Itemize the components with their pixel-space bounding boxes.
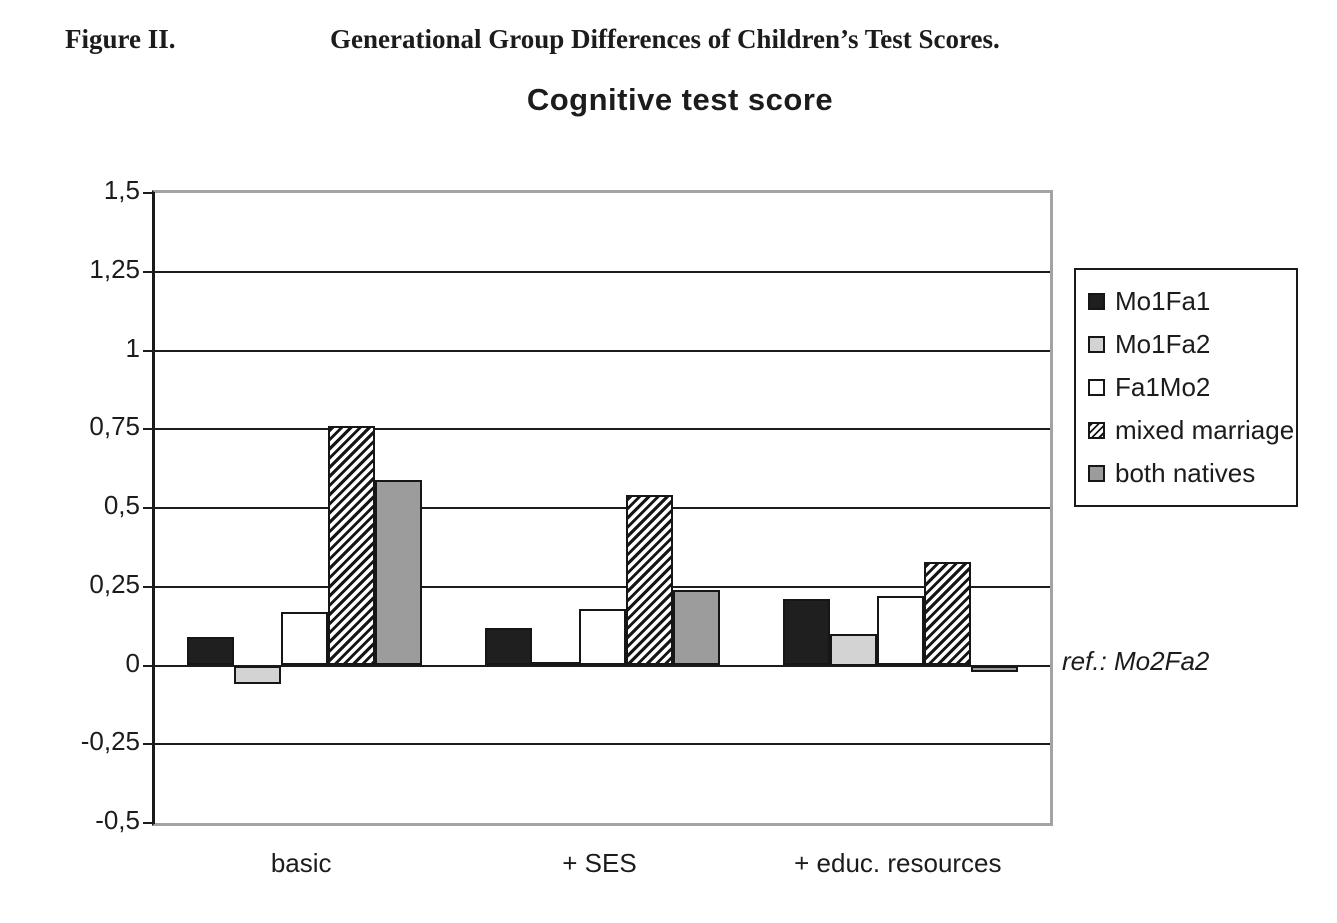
y-axis-tick [143,192,155,194]
gridline [155,270,1050,273]
bar-mixed-marriage-2 [924,561,972,666]
legend-swatch-light-gray [1088,336,1105,353]
y-tick-label: -0,25 [80,726,140,757]
legend-item-label: both natives [1115,458,1256,488]
gridline [155,349,1050,352]
y-tick-label: 1,5 [103,175,140,205]
bar-Fa1Mo2-2 [877,596,925,666]
legend: Mo1Fa1 Mo1Fa2 Fa1Mo2 mixed marriage both nat… [1074,268,1298,507]
gridline [155,585,1050,588]
bar-both-natives-2 [971,665,1019,672]
legend-item: mixed marriage [1088,409,1294,452]
gridline [155,743,1050,746]
legend-swatch-solid-black [1088,293,1105,310]
y-tick-label: 0,5 [103,490,140,520]
legend-item: Mo1Fa1 [1088,280,1284,323]
chart-title: Cognitive test score [526,82,834,117]
gridline [155,428,1050,431]
legend-item-label: Fa1Mo2 [1115,372,1211,402]
bar-Mo1Fa2-1 [532,662,579,667]
reference-annotation: ref.: Mo2Fa2 [1062,646,1210,676]
legend-swatch-white [1088,379,1105,396]
y-axis-tick [143,428,155,431]
legend-item-label: mixed marriage [1115,415,1295,445]
y-tick-label: 0,75 [89,411,140,442]
bar-mixed-marriage-1 [626,495,673,666]
y-tick-label: 1,25 [89,253,140,284]
bar-Mo1Fa1-1 [485,627,532,666]
legend-item: Fa1Mo2 [1088,366,1284,409]
y-axis-tick [143,585,155,588]
gridline [155,664,1050,667]
figure-label: Figure II. [65,24,176,54]
figure-caption: Generational Group Differences of Childr… [330,24,1000,54]
bar-Mo1Fa1-2 [783,599,831,666]
legend-item-label: Mo1Fa1 [1115,286,1211,316]
bar-both-natives-0 [374,479,422,666]
bar-Mo1Fa2-2 [830,634,878,666]
x-tick-label: + SES [562,848,637,878]
bar-mixed-marriage-0 [327,426,375,666]
y-axis-tick [143,743,155,746]
bar-Fa1Mo2-1 [579,608,626,666]
bar-Mo1Fa2-0 [233,665,281,685]
y-tick-label: -0,5 [95,805,140,835]
y-axis-tick [143,349,155,352]
bar-Mo1Fa1-0 [186,637,234,666]
y-axis-tick [143,507,155,509]
x-tick-label: basic [270,848,332,878]
legend-swatch-hatch [1088,422,1105,439]
y-tick-label: 0 [125,647,140,678]
legend-item: both natives [1088,452,1284,495]
y-axis-tick [143,822,155,824]
gridline [155,507,1050,509]
legend-item-label: Mo1Fa2 [1115,329,1211,359]
y-tick-label: 1 [125,332,140,363]
bar-Fa1Mo2-0 [280,611,328,666]
plot-area [143,190,1053,826]
y-tick-label: 0,25 [89,568,140,599]
legend-item: Mo1Fa2 [1088,323,1284,366]
legend-swatch-medium-gray [1088,465,1105,482]
y-axis-tick [143,270,155,273]
bar-both-natives-1 [673,589,720,666]
x-tick-label: + educ. resources [794,848,1002,878]
y-axis-tick [143,664,155,667]
